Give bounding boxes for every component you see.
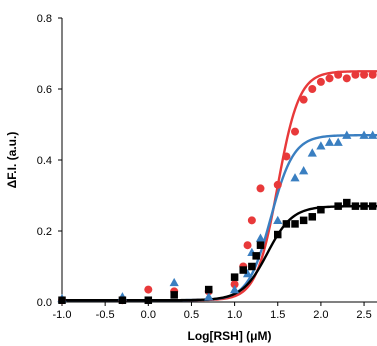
axes: [61, 18, 377, 303]
data-point: [252, 252, 260, 260]
data-point: [360, 70, 369, 79]
data-point: [325, 74, 334, 83]
data-point: [169, 277, 179, 287]
data-point: [368, 70, 377, 79]
data-point: [334, 70, 343, 79]
data-point: [239, 266, 247, 274]
data-point: [324, 137, 335, 146]
y-tick-label: 0.2: [37, 226, 52, 238]
data-point: [299, 216, 308, 225]
data-point: [291, 127, 300, 136]
data-point: [204, 292, 214, 301]
data-point: [256, 241, 265, 249]
data-point: [351, 70, 360, 79]
ticks: -1.0 -0.5 0.0 0.5 1.0 1.5 2.0 2.5 0.0 0.2 0.4 0.6 0.…: [37, 13, 372, 321]
x-tick-label: 0.0: [141, 309, 156, 321]
data-point: [255, 233, 266, 242]
data-point: [368, 202, 377, 210]
data-point: [291, 220, 299, 228]
data-point: [247, 216, 256, 225]
fit-curve-3: [62, 204, 377, 302]
data-point: [248, 262, 256, 271]
y-tick-label: 0.6: [37, 84, 52, 96]
data-point: [170, 291, 178, 299]
x-tick-label: 1.0: [227, 309, 242, 321]
y-tick-label: 0.8: [37, 13, 52, 25]
data-point: [204, 285, 213, 294]
data-point: [334, 202, 342, 210]
x-tick-label: 2.5: [356, 309, 371, 321]
data-point: [342, 74, 351, 83]
data-point: [230, 280, 239, 289]
data-point: [282, 152, 291, 161]
x-tick-label: 2.0: [313, 309, 328, 321]
fit-curves: [62, 70, 377, 302]
data-point: [360, 202, 368, 210]
data-point: [308, 85, 317, 93]
data-point: [359, 130, 369, 139]
data-point: [299, 166, 309, 175]
y-tick-label: 0.4: [37, 155, 52, 167]
data-point: [290, 173, 300, 182]
fit-curve-2: [62, 133, 377, 302]
data-point: [368, 130, 377, 139]
data-point: [308, 213, 317, 221]
data-point: [242, 269, 253, 278]
y-axis-title: ΔF.I. (a.u.): [5, 132, 19, 189]
x-tick-label: 0.5: [184, 309, 199, 321]
data-point: [144, 296, 153, 304]
data-point: [230, 273, 239, 281]
data-point: [299, 95, 308, 104]
data-point: [316, 141, 326, 150]
data-point: [342, 130, 352, 139]
data-point: [333, 137, 343, 146]
data-point: [343, 198, 351, 207]
y-tick-label: 0.0: [37, 297, 52, 309]
x-tick-label: -0.5: [96, 309, 115, 321]
data-points: [57, 70, 377, 305]
data-point: [307, 148, 317, 157]
data-point: [144, 285, 153, 294]
fit-curve-1: [62, 70, 377, 302]
data-point: [243, 241, 252, 250]
data-point: [256, 184, 265, 193]
data-point: [274, 230, 282, 239]
data-point: [118, 296, 127, 304]
data-point: [273, 215, 283, 225]
data-point: [230, 284, 240, 294]
x-tick-label: 1.5: [270, 309, 285, 321]
data-point: [351, 202, 360, 210]
data-point: [273, 180, 282, 189]
data-point: [316, 77, 325, 86]
x-tick-label: -1.0: [53, 309, 72, 321]
x-axis-title: Log[RSH] (μM): [188, 329, 272, 343]
data-point: [317, 205, 325, 214]
data-point: [58, 296, 66, 304]
data-point: [282, 220, 291, 228]
